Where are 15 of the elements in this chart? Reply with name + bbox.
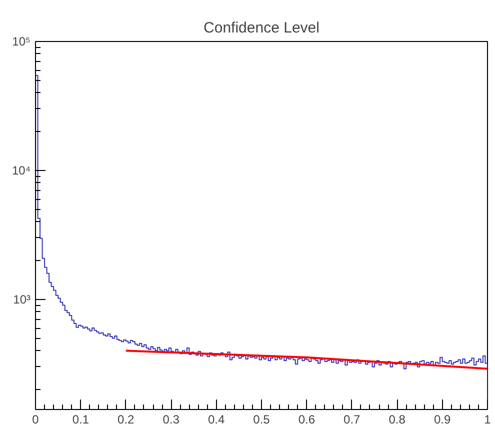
y-tick-label: 10³	[13, 292, 31, 306]
x-tick-label: 0	[32, 412, 40, 426]
x-tick-label: 0.4	[208, 412, 225, 426]
x-tick-label: 0.6	[298, 412, 316, 426]
x-tick-label: 0.3	[162, 412, 180, 426]
x-tick-label: 0.7	[344, 412, 361, 426]
y-tick-label: 10⁴	[12, 163, 31, 178]
x-tick-label: 1	[484, 412, 492, 426]
x-tick-label: 0.2	[118, 412, 135, 426]
chart-title: Confidence Level	[204, 20, 320, 36]
x-tick-label: 0.9	[434, 412, 451, 426]
x-tick-label: 0.8	[388, 412, 406, 426]
y-tick-label: 10⁵	[12, 34, 31, 48]
x-tick-label: 0.5	[253, 412, 270, 426]
x-tick-label: 0.1	[72, 412, 90, 426]
